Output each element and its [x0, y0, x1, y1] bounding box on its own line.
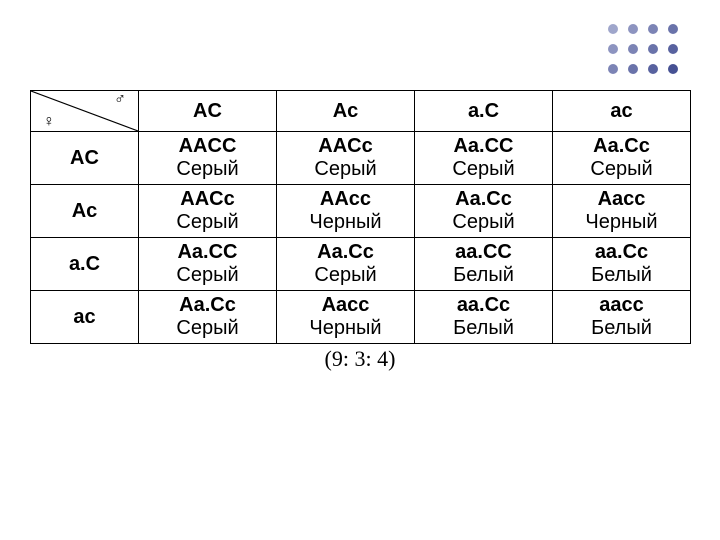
genotype-cell: Aa.Cc Серый: [553, 132, 691, 185]
genotype-cell: Aa.CC Серый: [415, 132, 553, 185]
col-header: ac: [553, 91, 691, 132]
phenotype: Серый: [143, 264, 272, 287]
table-header-row: ♂ ♀ AC Ac a.C ac: [31, 91, 691, 132]
page: ♂ ♀ AC Ac a.C ac AC AACC Серый AACc Серы…: [0, 0, 720, 540]
genotype: Aa.CC: [143, 241, 272, 264]
table-row: ac Aa.Cc Серый Aacc Черный aa.Cc Белый a…: [31, 291, 691, 344]
genotype-cell: AACC Серый: [139, 132, 277, 185]
dot-icon: [628, 64, 638, 74]
dot-icon: [648, 64, 658, 74]
phenotype: Серый: [281, 158, 410, 181]
female-symbol-icon: ♀: [43, 113, 55, 131]
genotype: Aa.Cc: [281, 241, 410, 264]
genotype-cell: aa.Cc Белый: [415, 291, 553, 344]
punnett-square-table: ♂ ♀ AC Ac a.C ac AC AACC Серый AACc Серы…: [30, 90, 691, 344]
col-header: Ac: [277, 91, 415, 132]
phenotype-ratio: (9: 3: 4): [0, 346, 720, 372]
col-header: AC: [139, 91, 277, 132]
phenotype: Черный: [281, 317, 410, 340]
genotype: aa.CC: [419, 241, 548, 264]
phenotype: Серый: [143, 317, 272, 340]
row-header: Ac: [31, 185, 139, 238]
dot-icon: [628, 24, 638, 34]
genotype-cell: Aacc Черный: [553, 185, 691, 238]
decorative-dot-grid: [608, 24, 684, 80]
genotype-cell: Aa.Cc Серый: [139, 291, 277, 344]
dot-icon: [668, 64, 678, 74]
phenotype: Серый: [281, 264, 410, 287]
row-header: AC: [31, 132, 139, 185]
table-row: a.C Aa.CC Серый Aa.Cc Серый aa.CC Белый …: [31, 238, 691, 291]
phenotype: Белый: [419, 317, 548, 340]
dot-icon: [608, 44, 618, 54]
row-header: ac: [31, 291, 139, 344]
dot-icon: [668, 44, 678, 54]
dot-icon: [628, 44, 638, 54]
phenotype: Серый: [143, 211, 272, 234]
phenotype: Серый: [557, 158, 686, 181]
phenotype: Серый: [419, 158, 548, 181]
genotype: AACc: [143, 188, 272, 211]
genotype-cell: Aa.Cc Серый: [415, 185, 553, 238]
table-row: AC AACC Серый AACc Серый Aa.CC Серый Aa.…: [31, 132, 691, 185]
genotype: Aa.Cc: [419, 188, 548, 211]
genotype-cell: Aa.Cc Серый: [277, 238, 415, 291]
male-symbol-icon: ♂: [114, 91, 126, 109]
dot-icon: [668, 24, 678, 34]
corner-cell: ♂ ♀: [31, 91, 139, 132]
phenotype: Черный: [281, 211, 410, 234]
genotype-cell: AACc Серый: [277, 132, 415, 185]
dot-icon: [608, 64, 618, 74]
phenotype: Черный: [557, 211, 686, 234]
genotype: Aacc: [557, 188, 686, 211]
col-header: a.C: [415, 91, 553, 132]
genotype: AACc: [281, 135, 410, 158]
genotype: Aa.Cc: [143, 294, 272, 317]
dot-icon: [608, 24, 618, 34]
genotype: AAcc: [281, 188, 410, 211]
genotype: Aacc: [281, 294, 410, 317]
genotype-cell: AACc Серый: [139, 185, 277, 238]
genotype-cell: AAcc Черный: [277, 185, 415, 238]
phenotype: Белый: [557, 317, 686, 340]
genotype: aa.Cc: [419, 294, 548, 317]
genotype-cell: aa.Cc Белый: [553, 238, 691, 291]
table-row: Ac AACc Серый AAcc Черный Aa.Cc Серый Aa…: [31, 185, 691, 238]
phenotype: Серый: [419, 211, 548, 234]
genotype: aa.Cc: [557, 241, 686, 264]
row-header: a.C: [31, 238, 139, 291]
phenotype: Белый: [557, 264, 686, 287]
genotype: AACC: [143, 135, 272, 158]
genotype: Aa.CC: [419, 135, 548, 158]
phenotype: Белый: [419, 264, 548, 287]
genotype-cell: Aacc Черный: [277, 291, 415, 344]
dot-icon: [648, 24, 658, 34]
genotype-cell: Aa.CC Серый: [139, 238, 277, 291]
dot-icon: [648, 44, 658, 54]
genotype: Aa.Cc: [557, 135, 686, 158]
genotype-cell: aa.CC Белый: [415, 238, 553, 291]
genotype: aacc: [557, 294, 686, 317]
phenotype: Серый: [143, 158, 272, 181]
genotype-cell: aacc Белый: [553, 291, 691, 344]
